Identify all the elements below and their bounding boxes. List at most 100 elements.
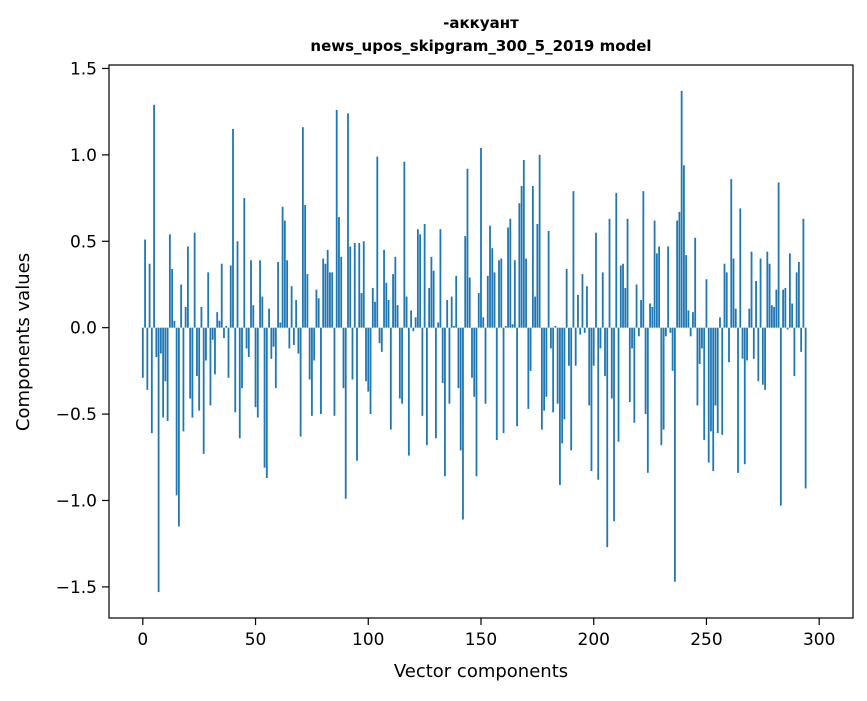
bar-239 — [680, 90, 683, 328]
bar-229 — [658, 246, 661, 328]
bar-146 — [471, 327, 473, 378]
bar-145 — [468, 277, 471, 328]
bar-175 — [536, 223, 539, 328]
bar-122 — [416, 229, 419, 328]
bar-3 — [148, 263, 151, 328]
bar-138 — [453, 325, 455, 328]
bar-186 — [561, 327, 564, 444]
bar-276 — [764, 327, 766, 390]
bar-184 — [556, 327, 559, 404]
bar-178 — [543, 327, 546, 411]
bar-192 — [574, 327, 577, 366]
bar-128 — [430, 256, 433, 328]
bar-0 — [141, 327, 144, 378]
bar-189 — [568, 327, 570, 366]
bar-55 — [265, 327, 268, 479]
bar-88 — [340, 256, 343, 328]
bar-17 — [180, 284, 183, 328]
bar-177 — [540, 327, 543, 430]
bar-263 — [734, 308, 737, 328]
bar-285 — [784, 287, 787, 328]
bar-197 — [586, 286, 588, 328]
bar-1 — [144, 239, 146, 328]
bar-210 — [615, 192, 618, 328]
bar-116 — [403, 161, 406, 328]
bar-160 — [502, 327, 505, 434]
bar-46 — [245, 327, 248, 349]
bar-277 — [766, 251, 769, 328]
bar-69 — [297, 327, 300, 354]
bar-156 — [493, 272, 496, 328]
bar-105 — [378, 327, 381, 344]
bar-218 — [633, 327, 636, 423]
bar-47 — [247, 327, 250, 358]
bar-115 — [401, 327, 403, 404]
bar-273 — [757, 327, 760, 382]
bar-169 — [522, 160, 525, 328]
bar-243 — [689, 327, 692, 337]
bar-32 — [214, 327, 216, 375]
bar-290 — [795, 272, 798, 328]
bar-20 — [187, 246, 189, 328]
bar-252 — [710, 327, 712, 432]
bar-121 — [414, 317, 417, 328]
bar-164 — [511, 324, 514, 328]
bar-199 — [590, 327, 593, 472]
bar-54 — [263, 327, 266, 468]
bar-208 — [610, 327, 613, 399]
bar-232 — [664, 327, 667, 337]
bar-112 — [394, 256, 397, 328]
bar-242 — [687, 310, 690, 328]
bar-250 — [705, 279, 708, 328]
x-tick-label: 200 — [578, 630, 610, 650]
bar-99 — [365, 327, 367, 382]
bar-139 — [455, 275, 458, 328]
bar-205 — [604, 327, 606, 377]
bar-214 — [624, 287, 627, 328]
bar-216 — [628, 327, 631, 402]
y-tick-label: 0.5 — [70, 232, 97, 252]
bar-221 — [640, 300, 642, 328]
bar-211 — [617, 327, 620, 442]
y-tick-label: 1.5 — [70, 59, 97, 79]
bar-133 — [441, 327, 444, 383]
bar-147 — [473, 327, 476, 397]
bar-246 — [696, 327, 699, 406]
bar-78 — [317, 298, 320, 328]
y-tick-label: −0.5 — [56, 405, 97, 425]
bar-30 — [209, 327, 212, 406]
bar-241 — [685, 255, 688, 328]
bar-292 — [800, 327, 803, 352]
bar-41 — [234, 327, 237, 413]
bar-288 — [791, 303, 794, 328]
bar-series — [141, 90, 807, 593]
bar-166 — [516, 327, 518, 427]
bar-151 — [482, 317, 485, 328]
bar-77 — [315, 289, 318, 328]
bar-87 — [338, 217, 340, 328]
bar-143 — [464, 236, 467, 328]
bar-219 — [635, 284, 638, 328]
bar-157 — [495, 327, 498, 441]
bar-162 — [507, 227, 509, 328]
bar-37 — [225, 325, 228, 328]
y-axis-ticks: −1.5 −1.0 −0.5 0.0 0.5 1.0 1.5 — [56, 59, 109, 598]
bar-13 — [171, 268, 174, 328]
bar-39 — [229, 265, 232, 328]
bar-155 — [491, 248, 494, 328]
x-axis-label: Vector components — [394, 661, 568, 682]
bar-235 — [671, 327, 674, 371]
bar-86 — [335, 109, 338, 328]
bar-26 — [200, 306, 203, 328]
bar-43 — [238, 327, 241, 439]
bar-22 — [191, 327, 194, 418]
bar-114 — [398, 327, 401, 399]
bar-100 — [367, 327, 370, 392]
bar-24 — [196, 327, 198, 377]
bar-28 — [205, 327, 207, 361]
bar-272 — [755, 281, 757, 328]
bar-66 — [290, 286, 293, 328]
bar-79 — [320, 327, 322, 415]
bar-176 — [538, 154, 541, 328]
bar-258 — [723, 263, 726, 328]
